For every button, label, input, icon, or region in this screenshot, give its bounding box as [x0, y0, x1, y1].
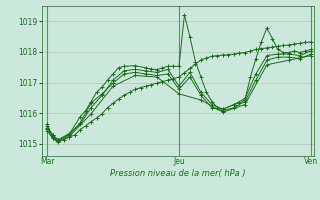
- X-axis label: Pression niveau de la mer( hPa ): Pression niveau de la mer( hPa ): [110, 169, 245, 178]
